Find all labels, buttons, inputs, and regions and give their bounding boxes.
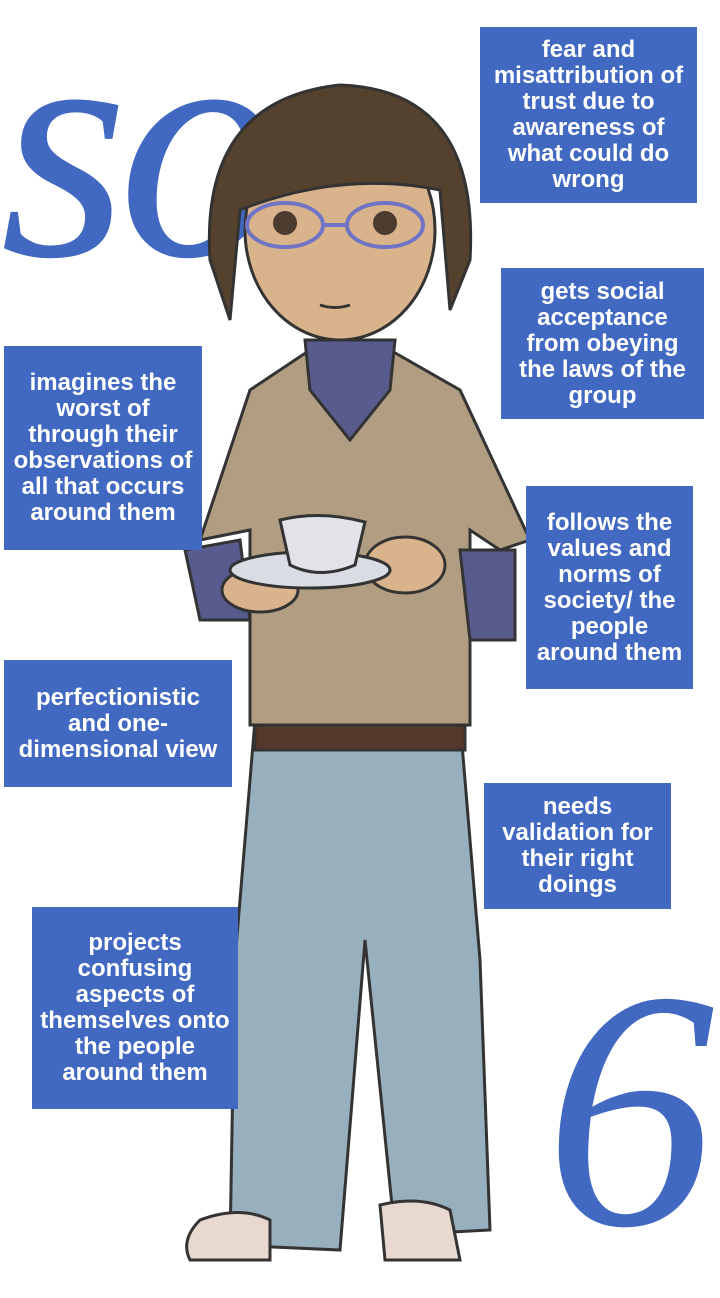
mouth <box>319 303 351 309</box>
hair <box>207 83 473 321</box>
type-number-6: 6 <box>545 921 715 1298</box>
note-projects-confusing: projects confusing aspects of themselves… <box>32 907 238 1109</box>
turtleneck <box>303 338 397 443</box>
right-shoe <box>378 1199 462 1262</box>
glasses <box>245 201 425 249</box>
note-follows-values: follows the values and norms of society/… <box>526 486 693 689</box>
note-social-acceptance: gets social acceptance from obeying the … <box>501 268 704 419</box>
note-needs-validation: needs validation for their right doings <box>484 783 671 909</box>
note-perfectionistic: perfectionistic and one-dimensional view <box>4 660 232 787</box>
character-illustration <box>183 83 533 1262</box>
right-eye <box>373 211 397 235</box>
teacup <box>278 514 367 574</box>
note-imagines-worst: imagines the worst of through their obse… <box>4 346 202 550</box>
left-shoe <box>185 1211 272 1262</box>
left-eye <box>273 211 297 235</box>
right-sleeve <box>458 548 517 642</box>
jeans <box>228 718 492 1252</box>
note-fear-misattribution: fear and misattribution of trust due to … <box>480 27 697 203</box>
